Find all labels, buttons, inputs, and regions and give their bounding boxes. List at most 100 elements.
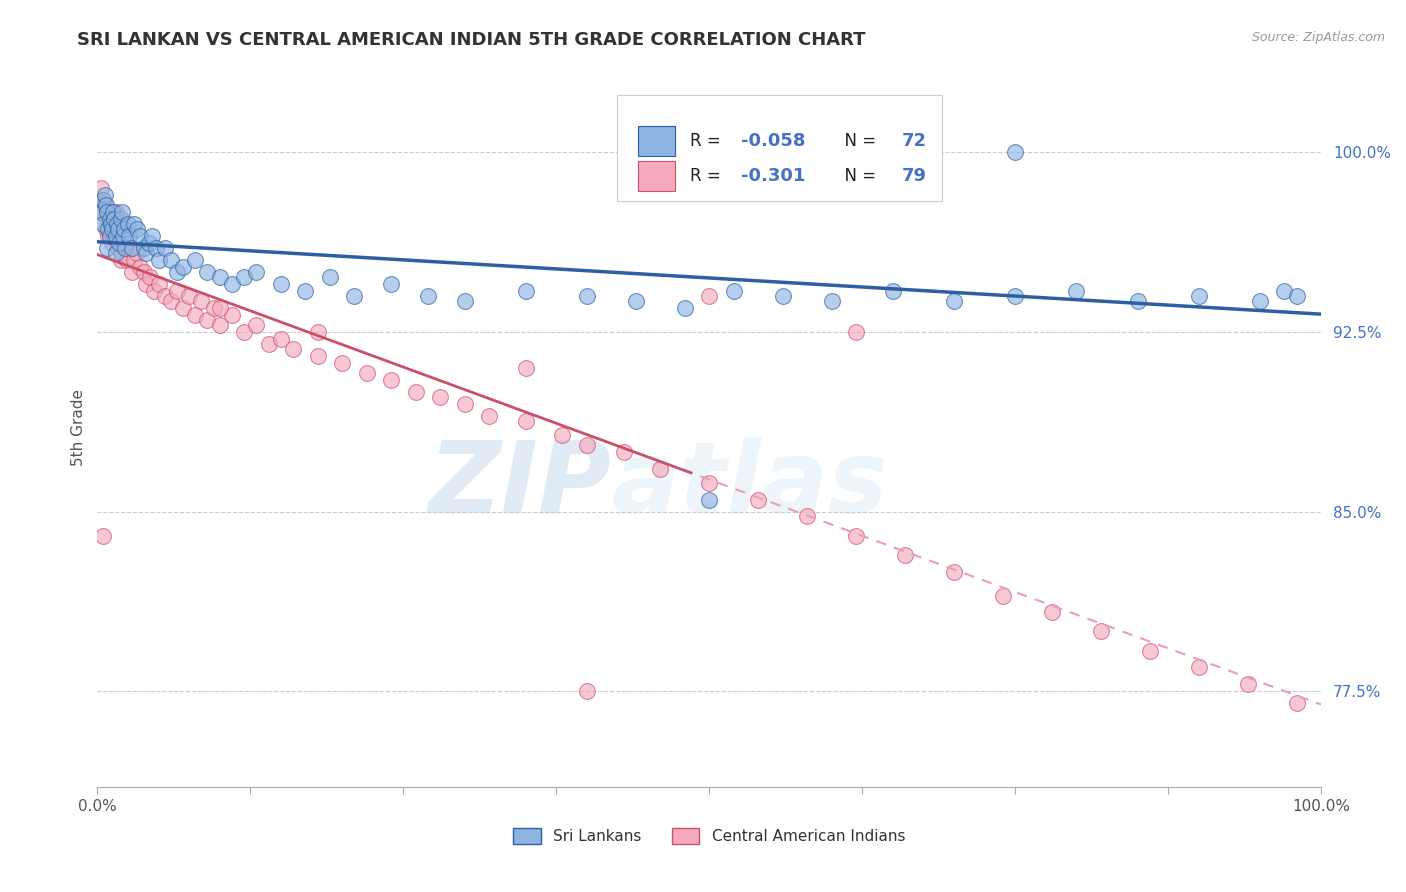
- Point: [118, 229, 141, 244]
- Point: [97, 222, 120, 236]
- Point: [1188, 660, 1211, 674]
- Point: [697, 475, 720, 490]
- Point: [1285, 696, 1308, 710]
- Point: [107, 241, 129, 255]
- Point: [1249, 293, 1271, 308]
- Point: [283, 342, 305, 356]
- Point: [148, 277, 170, 292]
- Text: N =: N =: [834, 132, 882, 151]
- Point: [270, 277, 292, 292]
- Point: [343, 289, 366, 303]
- Point: [118, 241, 141, 255]
- Point: [93, 188, 115, 202]
- Point: [112, 229, 135, 244]
- Point: [197, 265, 219, 279]
- Point: [257, 337, 280, 351]
- Point: [125, 246, 148, 260]
- Point: [673, 301, 696, 315]
- Point: [1139, 643, 1161, 657]
- Point: [190, 293, 212, 308]
- Point: [845, 528, 868, 542]
- Point: [613, 444, 636, 458]
- Point: [110, 253, 132, 268]
- Point: [101, 222, 124, 236]
- Point: [93, 194, 115, 208]
- FancyBboxPatch shape: [638, 161, 675, 191]
- Point: [208, 301, 231, 315]
- Point: [307, 349, 329, 363]
- Point: [121, 265, 143, 279]
- Point: [515, 414, 537, 428]
- Point: [107, 222, 129, 236]
- Point: [202, 301, 225, 315]
- Point: [821, 145, 844, 160]
- Text: SRI LANKAN VS CENTRAL AMERICAN INDIAN 5TH GRADE CORRELATION CHART: SRI LANKAN VS CENTRAL AMERICAN INDIAN 5T…: [77, 31, 866, 49]
- Point: [1236, 677, 1258, 691]
- Point: [96, 205, 118, 219]
- Point: [142, 285, 165, 299]
- Point: [111, 246, 134, 260]
- Point: [125, 222, 148, 236]
- Point: [121, 241, 143, 255]
- Legend: Sri Lankans, Central American Indians: Sri Lankans, Central American Indians: [513, 828, 905, 844]
- Point: [894, 548, 917, 562]
- Point: [112, 236, 135, 251]
- Point: [105, 217, 128, 231]
- Point: [100, 205, 122, 219]
- Point: [845, 325, 868, 339]
- Point: [101, 236, 124, 251]
- Point: [103, 229, 125, 244]
- Point: [697, 289, 720, 303]
- Point: [772, 289, 794, 303]
- Point: [111, 205, 134, 219]
- Point: [110, 212, 132, 227]
- Point: [405, 384, 427, 399]
- Text: Source: ZipAtlas.com: Source: ZipAtlas.com: [1251, 31, 1385, 45]
- Point: [114, 241, 136, 255]
- Point: [104, 205, 127, 219]
- Point: [115, 253, 138, 268]
- Point: [184, 253, 207, 268]
- Point: [356, 366, 378, 380]
- Point: [380, 277, 402, 292]
- Point: [112, 222, 135, 236]
- Point: [132, 241, 155, 255]
- Point: [105, 217, 128, 231]
- Point: [184, 308, 207, 322]
- Point: [453, 397, 475, 411]
- Point: [97, 229, 120, 244]
- Point: [98, 212, 121, 227]
- FancyBboxPatch shape: [617, 95, 942, 202]
- Point: [94, 222, 117, 236]
- Point: [319, 269, 342, 284]
- Text: N =: N =: [834, 167, 882, 185]
- Point: [1126, 293, 1149, 308]
- Point: [122, 253, 145, 268]
- Point: [100, 217, 122, 231]
- Point: [108, 222, 131, 236]
- Point: [233, 269, 256, 284]
- Point: [233, 325, 256, 339]
- Point: [93, 217, 115, 231]
- Point: [624, 293, 647, 308]
- Point: [197, 313, 219, 327]
- Point: [221, 277, 243, 292]
- Point: [166, 285, 188, 299]
- Point: [172, 260, 194, 275]
- Text: 79: 79: [901, 167, 927, 185]
- Point: [245, 265, 267, 279]
- Point: [991, 589, 1014, 603]
- Point: [179, 289, 201, 303]
- Point: [515, 285, 537, 299]
- Point: [416, 289, 439, 303]
- Point: [93, 198, 115, 212]
- Point: [153, 289, 176, 303]
- Point: [135, 277, 157, 292]
- Point: [330, 356, 353, 370]
- Point: [747, 492, 769, 507]
- Point: [141, 229, 163, 244]
- Point: [1040, 605, 1063, 619]
- Point: [90, 181, 112, 195]
- Point: [103, 205, 125, 219]
- Point: [270, 332, 292, 346]
